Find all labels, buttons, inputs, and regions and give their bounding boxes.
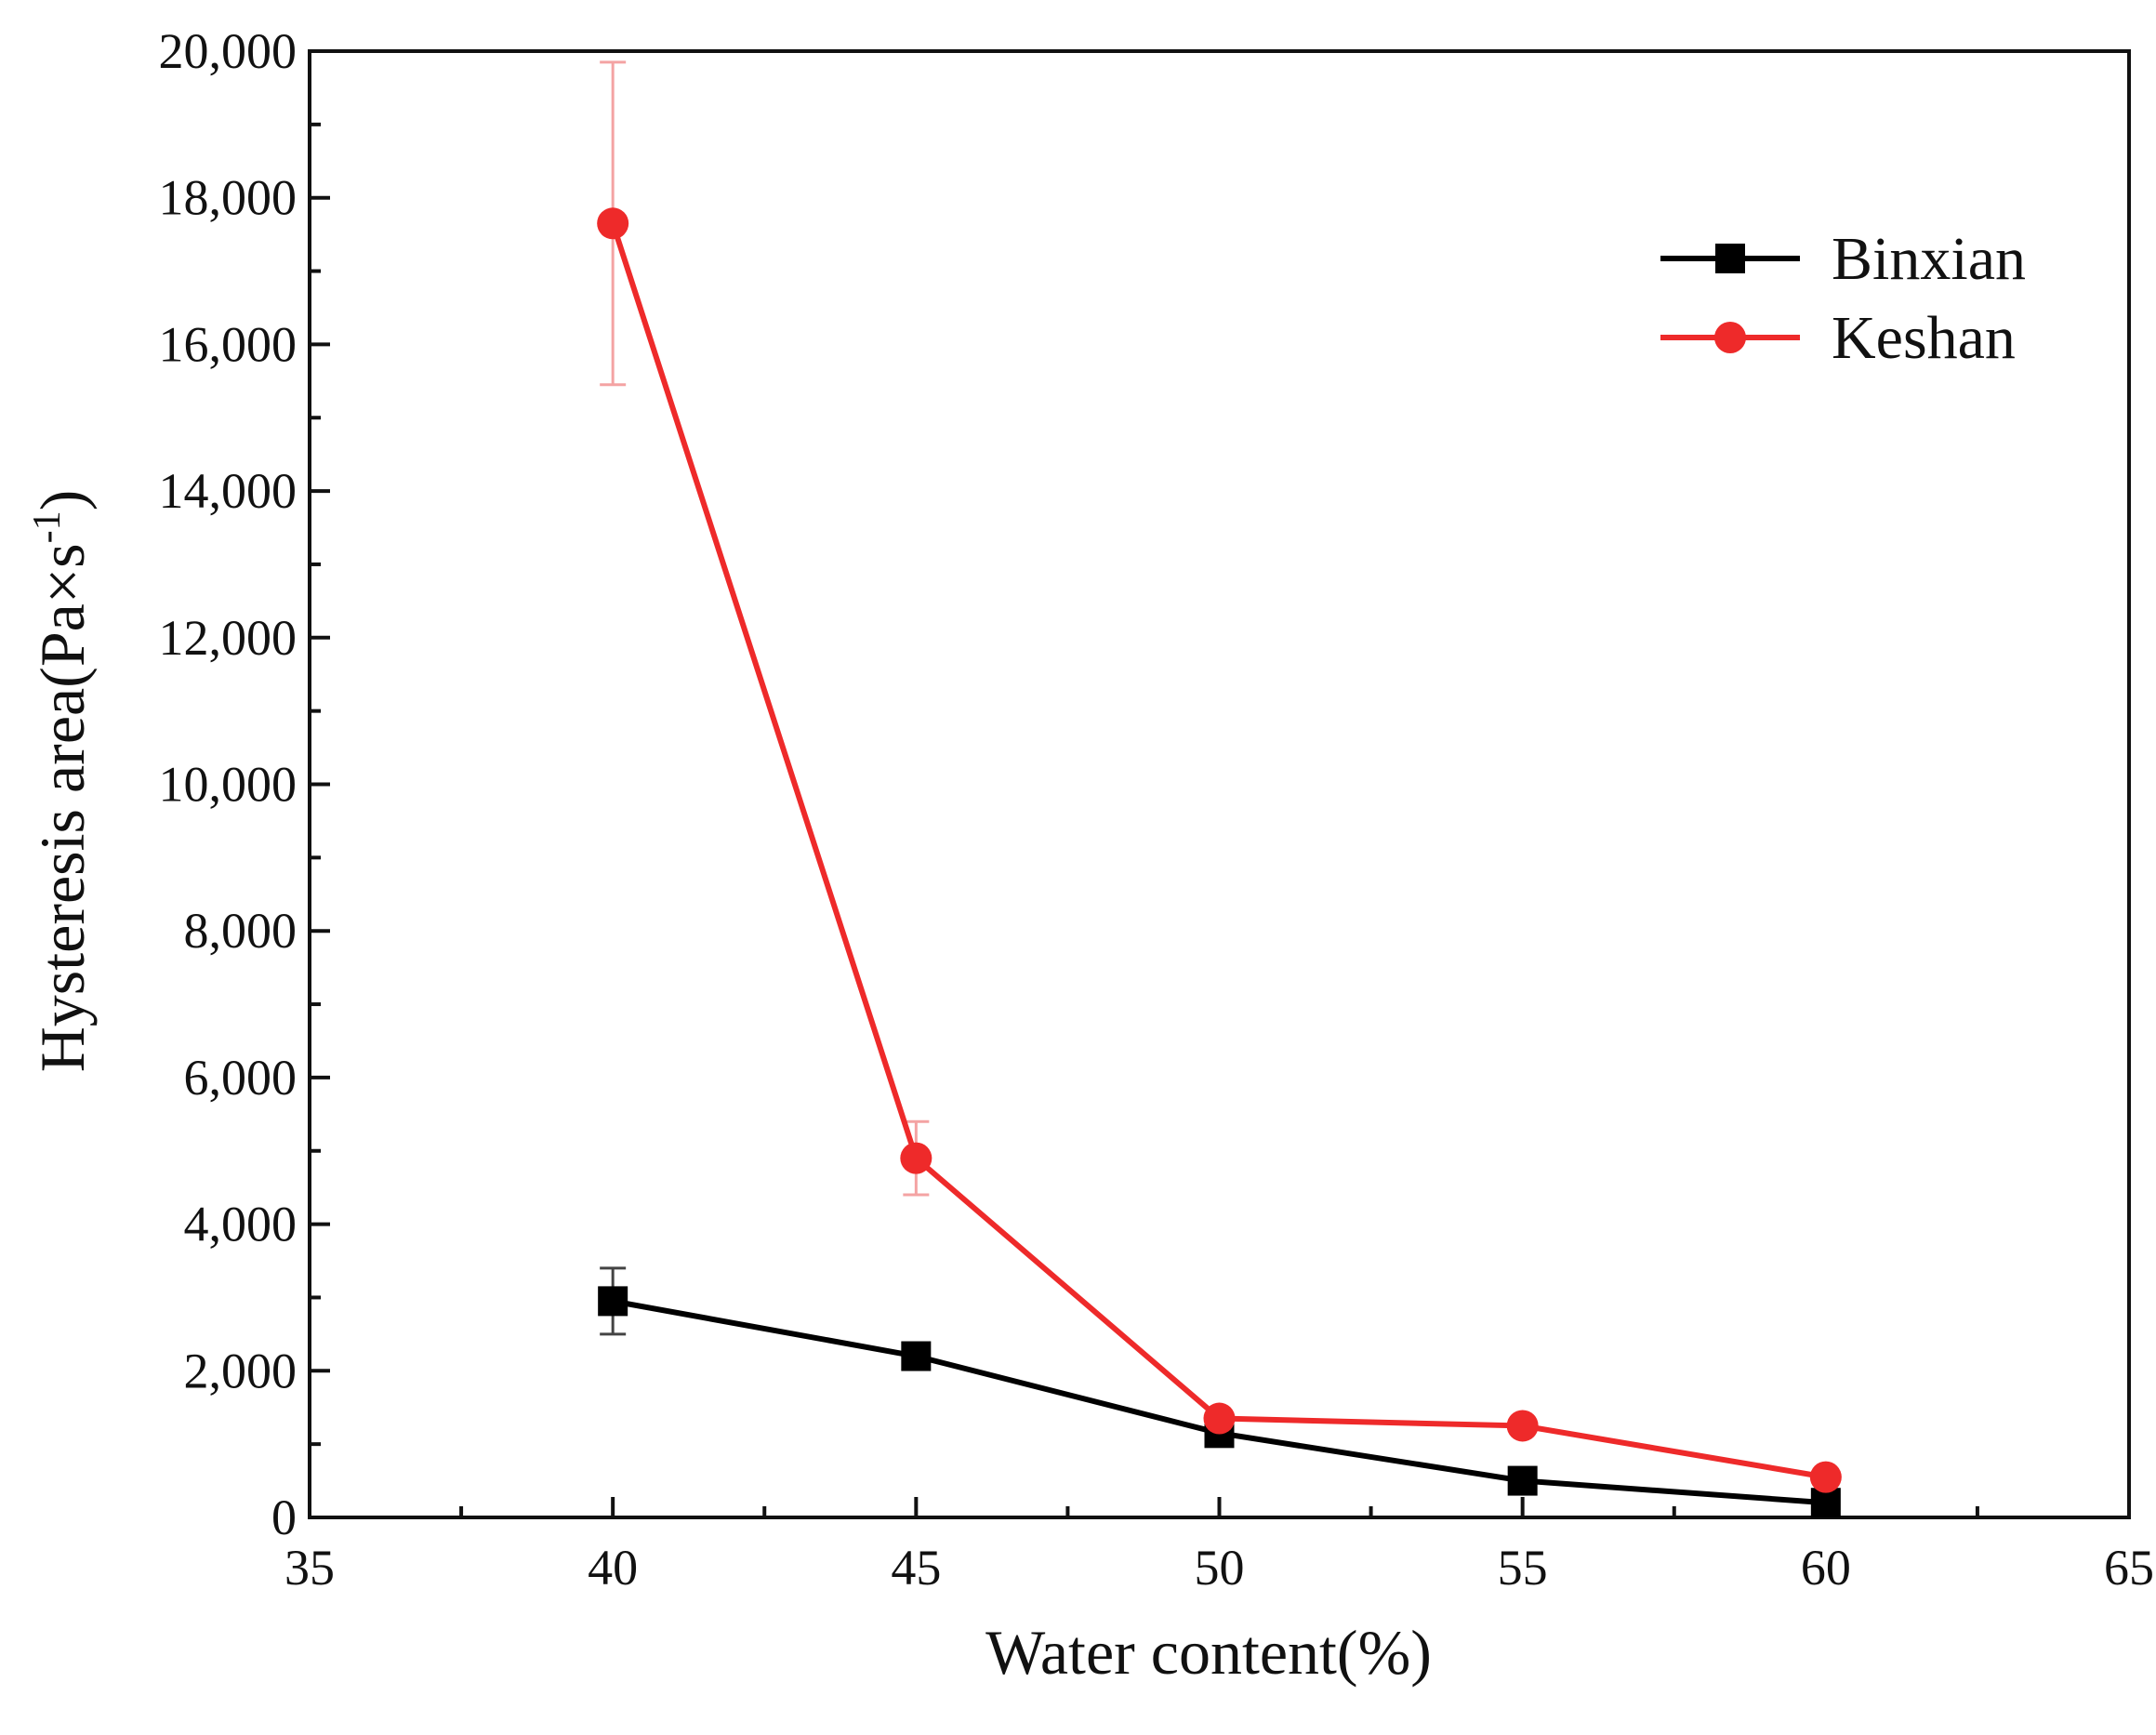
x-tick-label: 65 — [2104, 1540, 2154, 1596]
series-keshan — [597, 60, 1842, 1493]
y-tick-label: 18,000 — [159, 170, 298, 226]
legend-marker — [1715, 244, 1745, 273]
legend-item-keshan: Keshan — [1660, 304, 2016, 372]
y-tick-label: 20,000 — [159, 23, 298, 79]
legend-item-binxian: Binxian — [1660, 225, 2026, 293]
y-tick-label: 10,000 — [159, 757, 298, 813]
y-axis-title-main: Hysteresis area(Pa×s — [27, 543, 98, 1072]
y-axis: 0 2,000 4,000 6,000 8,000 10,000 12,000 14,000 1… — [159, 23, 330, 1545]
y-tick-label: 2,000 — [184, 1343, 298, 1398]
legend-label: Keshan — [1832, 304, 2016, 372]
y-tick-label: 6,000 — [184, 1050, 298, 1106]
y-axis-title-close: ) — [27, 490, 98, 511]
data-point — [1506, 1410, 1539, 1442]
y-tick-label: 16,000 — [159, 316, 298, 372]
y-tick-label: 12,000 — [159, 610, 298, 666]
series-binxian — [598, 1266, 1841, 1518]
legend: Binxian Keshan — [1660, 225, 2026, 372]
y-tick-label: 8,000 — [184, 903, 298, 959]
data-point — [900, 1142, 933, 1174]
data-point — [1809, 1461, 1842, 1493]
data-point — [597, 207, 629, 240]
data-point — [598, 1286, 628, 1317]
legend-marker — [1714, 322, 1746, 353]
x-tick-label: 55 — [1498, 1540, 1548, 1596]
legend-label: Binxian — [1832, 225, 2026, 293]
data-point — [1507, 1465, 1538, 1496]
series-line — [612, 1298, 1827, 1506]
x-axis: 35 40 45 50 55 60 65 — [284, 1497, 2154, 1596]
y-axis-title-sup: -1 — [26, 510, 69, 543]
x-tick-label: 40 — [588, 1540, 638, 1596]
x-tick-label: 35 — [284, 1540, 335, 1596]
series-line — [610, 222, 1827, 1480]
y-tick-label: 0 — [271, 1490, 297, 1545]
x-tick-label: 50 — [1195, 1540, 1245, 1596]
y-axis-title: Hysteresis area(Pa×s-1) — [26, 490, 98, 1073]
data-point — [1203, 1402, 1236, 1435]
y-tick-label: 14,000 — [159, 463, 298, 519]
data-point — [901, 1341, 932, 1371]
x-tick-label: 60 — [1801, 1540, 1851, 1596]
x-axis-title: Water content(%) — [985, 1617, 1432, 1688]
x-tick-label: 45 — [891, 1540, 941, 1596]
series-layer — [597, 60, 1842, 1518]
y-tick-label: 4,000 — [184, 1197, 298, 1252]
